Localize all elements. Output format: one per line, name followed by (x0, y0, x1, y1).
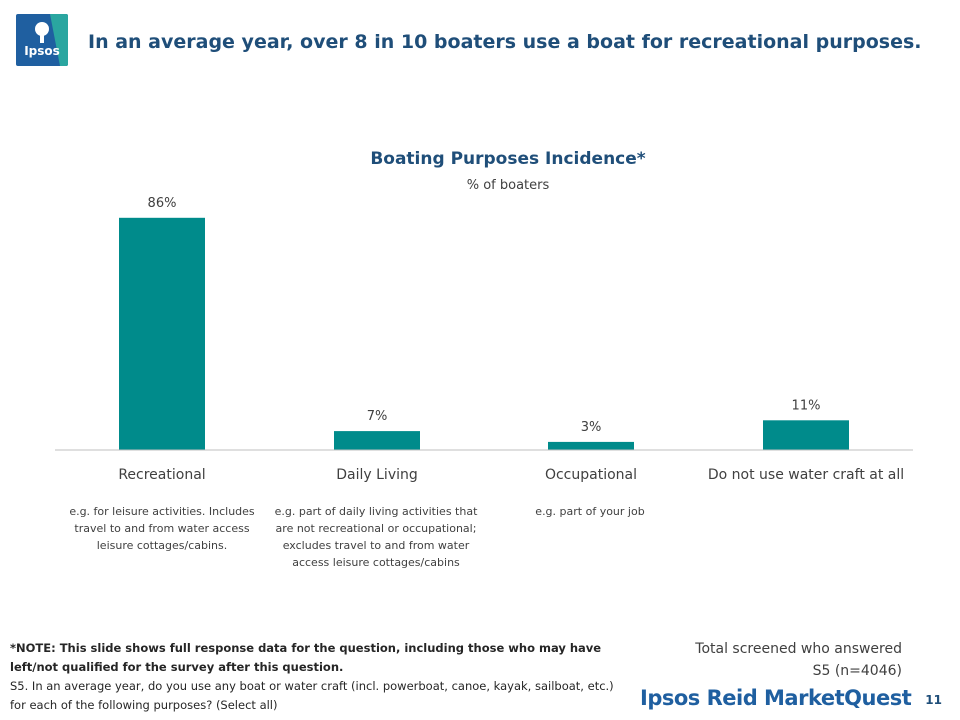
data-label-daily-living: 7% (367, 409, 388, 424)
brand-logo: Ipsos Reid MarketQuest (640, 686, 912, 710)
logo-mark-icon (35, 14, 68, 66)
category-note-recreational: e.g. for leisure activities. Includes tr… (69, 505, 255, 552)
bar-chart: Boating Purposes Incidence* % of boaters… (55, 149, 913, 483)
data-label-do-not-use-water-craft-at-all: 11% (792, 398, 821, 413)
sample-size: Total screened who answered S5 (n=4046) (642, 638, 902, 682)
bar-occupational (548, 441, 634, 450)
category-note-daily-living: e.g. part of daily living activities tha… (274, 505, 478, 569)
chart-subtitle: % of boaters (467, 178, 550, 193)
data-label-recreational: 86% (148, 196, 177, 211)
chart-title: Boating Purposes Incidence* (370, 149, 645, 169)
bar-recreational (119, 217, 205, 450)
sample-line-2: S5 (n=4046) (812, 663, 902, 679)
category-label-do-not-use-water-craft-at-all: Do not use water craft at all (708, 467, 904, 483)
category-label-recreational: Recreational (118, 467, 205, 483)
category-note-occupational: e.g. part of your job (535, 505, 645, 518)
bar-do-not-use-water-craft-at-all (763, 420, 849, 450)
sample-line-1: Total screened who answered (695, 641, 902, 657)
ipsos-logo: Ipsos (16, 14, 68, 66)
data-label-occupational: 3% (581, 420, 602, 435)
category-label-daily-living: Daily Living (336, 467, 418, 483)
bar-daily-living (334, 431, 420, 450)
footnote-note: *NOTE: This slide shows full response da… (10, 641, 602, 674)
category-label-occupational: Occupational (545, 467, 637, 483)
slide-title: In an average year, over 8 in 10 boaters… (88, 31, 922, 53)
logo-text: Ipsos (24, 44, 60, 58)
page-number: 11 (925, 693, 942, 707)
footnote-question: S5. In an average year, do you use any b… (10, 679, 614, 712)
footnote: *NOTE: This slide shows full response da… (10, 639, 620, 715)
